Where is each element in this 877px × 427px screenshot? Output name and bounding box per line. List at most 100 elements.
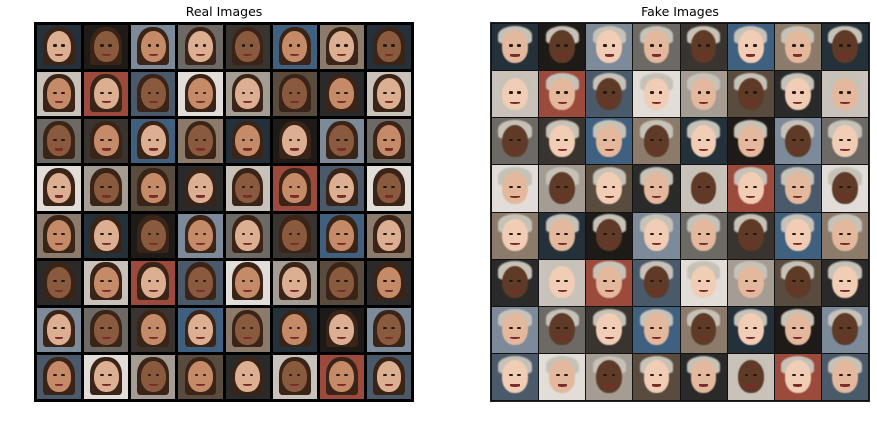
mouth-shape — [651, 101, 662, 104]
face-shape — [690, 218, 717, 252]
eye-shape — [509, 91, 513, 94]
face-shape — [282, 219, 308, 251]
fake-face-thumbnail — [633, 118, 680, 165]
eye-shape — [344, 44, 348, 47]
face-shape — [502, 266, 528, 299]
mouth-shape — [557, 242, 567, 246]
fake-face-thumbnail — [680, 306, 727, 353]
mouth-shape — [148, 54, 158, 57]
eye-shape — [108, 327, 112, 330]
eye-shape — [847, 185, 851, 188]
eye-shape — [391, 44, 395, 47]
real-face-thumbnail — [272, 25, 317, 70]
eye-shape — [296, 185, 301, 188]
face-shape — [832, 360, 858, 393]
face-shape — [329, 31, 355, 63]
eye-shape — [517, 138, 522, 141]
face-shape — [329, 313, 355, 345]
eye-shape — [147, 232, 152, 236]
face-shape — [549, 171, 576, 205]
face-shape — [93, 219, 119, 251]
face-shape — [737, 30, 764, 63]
face-shape — [643, 124, 670, 157]
face-shape — [140, 219, 166, 251]
fake-face-thumbnail — [539, 24, 586, 71]
eye-shape — [752, 91, 757, 94]
eye-shape — [288, 280, 293, 283]
eye-shape — [517, 232, 522, 236]
fake-face-thumbnail — [633, 24, 680, 71]
mouth-shape — [698, 290, 709, 293]
eye-shape — [155, 44, 160, 47]
face-shape — [596, 30, 623, 63]
eye-shape — [53, 44, 57, 47]
eye-shape — [336, 232, 340, 236]
eye-shape — [650, 279, 655, 283]
mouth-shape — [604, 242, 614, 246]
mouth-shape — [557, 337, 567, 340]
mouth-shape — [101, 148, 111, 151]
mouth-shape — [840, 242, 850, 246]
mouth-shape — [746, 337, 756, 340]
eye-shape — [650, 138, 655, 141]
eye-shape — [705, 374, 710, 377]
eye-shape — [100, 327, 104, 330]
eye-shape — [288, 91, 293, 94]
mouth-shape — [698, 101, 709, 104]
eye-shape — [336, 280, 340, 283]
mouth-shape — [651, 384, 662, 387]
eye-shape — [603, 327, 607, 330]
eye-shape — [650, 185, 655, 188]
mouth-shape — [510, 242, 520, 246]
face-shape — [140, 266, 166, 298]
face-shape — [140, 125, 166, 157]
eye-shape — [603, 232, 607, 236]
mouth-shape — [384, 336, 394, 340]
fake-face-thumbnail — [680, 259, 727, 306]
eye-shape — [744, 374, 749, 377]
fake-face-thumbnail — [821, 212, 868, 259]
face-shape — [93, 172, 119, 204]
eye-shape — [791, 185, 796, 188]
eye-shape — [194, 91, 199, 94]
mouth-shape — [651, 195, 662, 199]
eye-shape — [108, 185, 112, 188]
eye-shape — [658, 327, 663, 330]
face-shape — [282, 361, 308, 392]
mouth-shape — [557, 384, 567, 387]
eye-shape — [556, 232, 560, 236]
eye-shape — [650, 374, 655, 377]
fake-face-thumbnail — [821, 165, 868, 212]
eye-shape — [509, 374, 513, 377]
face-shape — [282, 313, 308, 345]
real-images-grid — [34, 22, 414, 402]
eye-shape — [249, 280, 254, 283]
fake-face-thumbnail — [774, 71, 821, 118]
eye-shape — [658, 279, 663, 283]
fake-face-thumbnail — [727, 165, 774, 212]
eye-shape — [838, 44, 843, 47]
eye-shape — [241, 280, 246, 283]
eye-shape — [838, 91, 843, 94]
eye-shape — [791, 138, 796, 141]
eye-shape — [288, 374, 293, 377]
mouth-shape — [510, 384, 520, 387]
eye-shape — [61, 44, 65, 47]
mouth-shape — [337, 54, 347, 57]
mouth-shape — [510, 337, 520, 340]
fake-face-thumbnail — [727, 353, 774, 400]
face-shape — [596, 313, 623, 346]
eye-shape — [697, 279, 702, 283]
fake-face-thumbnail — [774, 353, 821, 400]
face-shape — [549, 77, 576, 110]
real-face-thumbnail — [37, 119, 82, 164]
face-shape — [784, 124, 811, 157]
real-face-thumbnail — [319, 166, 364, 211]
face-shape — [235, 172, 260, 204]
mouth-shape — [651, 54, 662, 57]
eye-shape — [564, 185, 569, 188]
eye-shape — [108, 44, 112, 47]
fake-face-thumbnail — [727, 259, 774, 306]
real-face-thumbnail — [319, 25, 364, 70]
mouth-shape — [510, 148, 520, 151]
